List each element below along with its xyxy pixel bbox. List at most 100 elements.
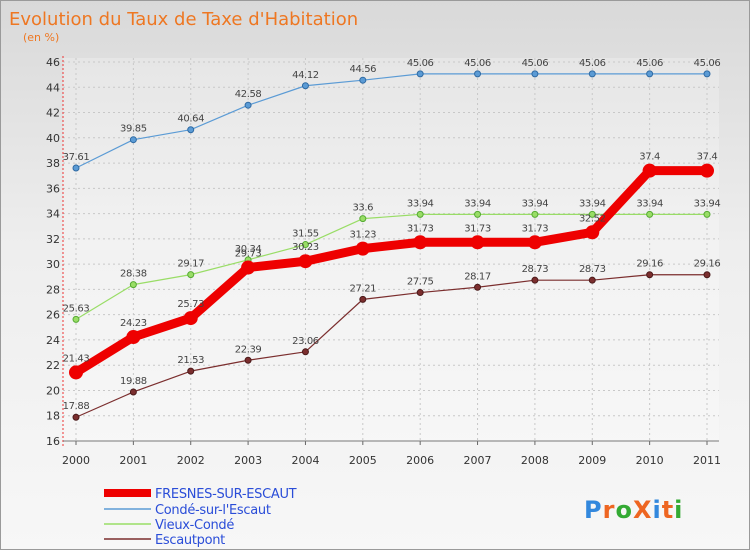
data-label: 33.94 (407, 198, 434, 209)
series-2 (72, 210, 711, 323)
data-point (187, 126, 195, 134)
data-point (359, 215, 367, 223)
data-point (244, 101, 252, 109)
data-point (588, 210, 596, 218)
x-tick-label: 2007 (464, 454, 492, 467)
data-label: 30.23 (292, 242, 319, 253)
data-label: 23.06 (292, 336, 319, 347)
x-tick-label: 2002 (177, 454, 205, 467)
series-1 (72, 70, 711, 172)
data-label: 31.55 (292, 229, 319, 240)
data-labels: 21.43 24.23 25.73 29.73 30.23 31.23 31.73 31.73… (63, 58, 721, 412)
data-point (646, 210, 654, 218)
data-label: 33.94 (464, 198, 491, 209)
logo-letter: X (633, 496, 653, 524)
data-label: 42.58 (235, 89, 262, 100)
data-label: 44.12 (292, 70, 319, 81)
data-label: 31.23 (349, 230, 376, 241)
x-tick-label: 2008 (521, 454, 549, 467)
data-label: 37.4 (639, 152, 660, 163)
data-label: 30.34 (235, 244, 262, 255)
x-tick-label: 2005 (349, 454, 377, 467)
data-point (703, 70, 711, 78)
logo-letter: t (662, 496, 674, 524)
data-label: 31.73 (407, 223, 434, 234)
data-point (531, 70, 539, 78)
data-label: 33.94 (522, 198, 549, 209)
data-point (531, 210, 539, 218)
logo-letter: o (615, 496, 633, 524)
series-line (75, 73, 708, 169)
data-point (129, 281, 137, 289)
y-tick-label: 24 (46, 334, 60, 347)
data-point (646, 271, 654, 279)
data-point (642, 163, 657, 178)
data-point (416, 210, 424, 218)
data-point (244, 356, 252, 364)
data-label: 32.52 (579, 213, 606, 224)
legend: FRESNES-SUR-ESCAUTCondé-sur-l'EscautVieu… (104, 487, 297, 548)
data-label: 45.06 (522, 58, 549, 69)
data-label: 28.73 (522, 264, 549, 275)
data-label: 28.38 (120, 269, 147, 280)
data-label: 31.73 (464, 223, 491, 234)
data-label: 28.17 (464, 271, 491, 282)
data-point (700, 163, 714, 178)
x-tick-label: 2003 (234, 454, 262, 467)
data-point (474, 210, 482, 218)
data-label: 39.85 (120, 124, 147, 135)
data-label: 40.64 (177, 114, 204, 125)
data-point (241, 260, 256, 275)
logo-letter: r (603, 496, 616, 524)
x-tick-label: 2009 (578, 454, 606, 467)
y-tick-label: 30 (46, 258, 60, 271)
series-line (75, 274, 708, 418)
y-tick-label: 46 (46, 56, 60, 69)
data-point (531, 276, 539, 284)
data-label: 33.94 (579, 198, 606, 209)
x-tick-label: 2000 (62, 454, 90, 467)
data-label: 29.16 (636, 259, 663, 270)
y-tick-label: 44 (46, 81, 60, 94)
data-point (703, 210, 711, 218)
data-label: 19.88 (120, 376, 147, 387)
chart-title: Evolution du Taux de Taxe d'Habitation (9, 9, 358, 30)
y-tick-label: 34 (46, 208, 60, 221)
data-point (416, 289, 424, 297)
y-tick-label: 36 (46, 182, 60, 195)
data-point (355, 241, 370, 256)
data-point (470, 235, 485, 250)
axes: 16 18 20 22 24 26 28 30 32 34 36 38 40 42 44 46 2000 2001… (46, 56, 721, 467)
y-tick-label: 32 (46, 233, 60, 246)
data-point (588, 70, 596, 78)
data-label: 45.06 (464, 58, 491, 69)
data-point (416, 70, 424, 78)
data-point (126, 330, 141, 345)
legend-label: FRESNES-SUR-ESCAUT (155, 487, 297, 502)
data-label: 29.16 (694, 259, 721, 270)
data-point (359, 76, 367, 84)
data-point (646, 70, 654, 78)
data-point (187, 367, 195, 375)
grid (63, 58, 719, 442)
y-tick-label: 28 (46, 283, 60, 296)
data-label: 24.23 (120, 318, 147, 329)
data-label: 28.73 (579, 264, 606, 275)
data-point (474, 283, 482, 291)
x-tick-label: 2011 (693, 454, 721, 467)
logo-text: ProXiti (584, 496, 683, 524)
y-tick-label: 42 (46, 107, 60, 120)
x-tick-label: 2010 (636, 454, 664, 467)
data-label: 37.4 (697, 152, 718, 163)
series-line (75, 213, 708, 320)
data-point (413, 235, 428, 250)
data-point (72, 315, 80, 323)
data-label: 25.73 (177, 299, 204, 310)
data-point (703, 271, 711, 279)
data-point (585, 225, 600, 240)
series-0 (69, 163, 714, 380)
data-point (301, 82, 309, 90)
data-label: 33.6 (352, 203, 373, 214)
